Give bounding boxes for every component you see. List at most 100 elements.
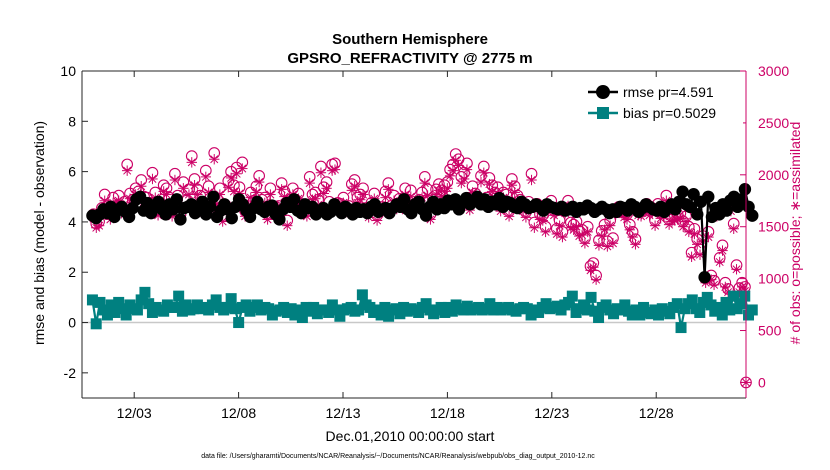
obs-assimilated-point [590, 274, 602, 285]
bias-point [484, 298, 496, 310]
y-left-tick-label: 10 [60, 63, 76, 79]
x-tick-label: 12/03 [117, 405, 152, 421]
obs-assimilated-point [582, 226, 593, 238]
obs-assimilated-point [329, 164, 341, 175]
bias-point [383, 310, 395, 322]
x-axis-label: Dec.01,2010 00:00:00 start [326, 428, 495, 444]
rmse-point [691, 208, 704, 221]
bias-point [109, 306, 121, 318]
bias-point [746, 304, 758, 316]
rmse-point [225, 211, 238, 225]
obs-assimilated-point [520, 212, 532, 223]
rmse-point [676, 185, 689, 198]
obs-assimilated-point [147, 173, 158, 185]
bias-point [671, 298, 683, 310]
rmse-point [207, 190, 220, 203]
y-right-tick-label: 0 [758, 374, 766, 390]
obs-assimilated-point [624, 224, 636, 236]
obs-assimilated-point [453, 160, 464, 171]
legend-box [583, 78, 743, 126]
bias-point [713, 301, 725, 313]
obs-assimilated-point [321, 183, 332, 194]
obs-assimilated-point [475, 176, 487, 188]
obs-assimilated-point [529, 222, 540, 233]
bias-point [334, 310, 346, 322]
bias-point [263, 303, 275, 315]
obs-assimilated-point [551, 228, 563, 240]
obs-assimilated-point [680, 216, 692, 227]
obs-assimilated-point [484, 178, 495, 190]
bias-point [720, 296, 732, 308]
bias-point [521, 303, 533, 315]
bias-point [589, 305, 601, 317]
bias-point [105, 299, 117, 311]
bias-point [375, 309, 387, 321]
bias-point [619, 299, 631, 311]
obs-assimilated-point [442, 183, 453, 194]
bias-point [101, 309, 113, 321]
bias-point [675, 322, 687, 334]
bias-point [240, 299, 252, 311]
obs-assimilated-point [357, 189, 369, 200]
obs-assimilated-point [282, 220, 293, 231]
bias-point [446, 305, 458, 317]
bias-point [728, 290, 740, 302]
bias-point [143, 298, 155, 310]
rmse-point [698, 271, 711, 284]
obs-assimilated-point [253, 176, 265, 188]
obs-assimilated-point [599, 224, 610, 236]
y-right-tick-label: 2000 [758, 167, 789, 183]
obs-assimilated-point [276, 184, 287, 195]
bias-point [90, 318, 102, 330]
obs-assimilated-point [554, 220, 565, 231]
y-axis-right-label: # of obs: o=possible; ∗=assimilated [787, 122, 803, 345]
bias-point [585, 291, 597, 303]
x-tick-label: 12/08 [221, 405, 256, 421]
obs-assimilated-point [526, 174, 537, 186]
obs-assimilated-point [692, 239, 703, 250]
obs-assimilated-point [675, 213, 686, 224]
bias-point [563, 296, 575, 308]
legend-rmse-label: rmse pr=4.591 [623, 84, 714, 100]
obs-assimilated-point [265, 189, 276, 200]
bias-point [739, 290, 751, 302]
bias-point [135, 294, 147, 306]
x-tick-label: 12/28 [639, 405, 674, 421]
bias-point [176, 305, 188, 317]
bias-point [694, 306, 706, 318]
obs-assimilated-point [607, 238, 619, 249]
rmse-point [273, 213, 286, 226]
legend-bias-marker [597, 107, 609, 119]
legend-rmse-marker [596, 85, 610, 99]
bias-point [139, 286, 151, 298]
rmse-point [746, 209, 759, 222]
obs-assimilated-point [576, 229, 588, 241]
bias-point [593, 312, 605, 324]
obs-assimilated-point [225, 172, 237, 184]
rmse-point [738, 183, 752, 196]
obs-assimilated-point [708, 279, 720, 291]
bias-point [701, 291, 713, 303]
obs-assimilated-point [447, 165, 459, 176]
bias-point [233, 317, 245, 329]
x-tick-label: 12/18 [430, 405, 465, 421]
bias-point [158, 305, 170, 317]
data-file-footnote: data file: /Users/gharamti/Documents/NCA… [201, 453, 595, 460]
bias-point [716, 309, 728, 321]
y-left-tick-label: 0 [68, 315, 76, 331]
bias-point [323, 306, 335, 318]
x-tick-label: 12/23 [534, 405, 569, 421]
rmse-point [702, 190, 715, 203]
obs-assimilated-point [579, 238, 591, 249]
obs-assimilated-point [209, 154, 220, 165]
rmse-point [287, 193, 301, 206]
obs-assimilated-point [509, 187, 520, 198]
obs-assimilated-point [136, 181, 147, 192]
bias-point [225, 293, 237, 305]
obs-assimilated-point [161, 189, 172, 200]
y-left-tick-label: 4 [68, 214, 76, 230]
bias-point [581, 304, 593, 316]
obs-assimilated-point [237, 163, 248, 174]
bias-point [686, 294, 698, 306]
